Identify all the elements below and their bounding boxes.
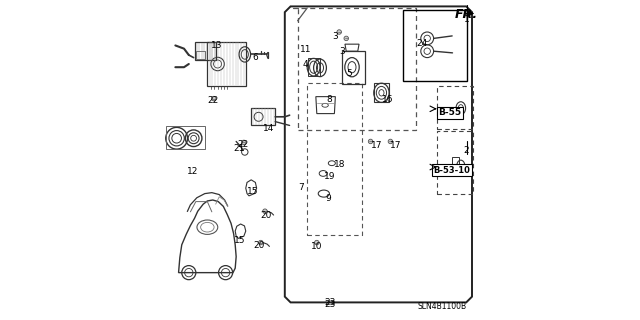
Text: 10: 10 — [311, 242, 323, 251]
Text: 12: 12 — [187, 167, 198, 176]
Bar — [437, 131, 473, 194]
Text: 11: 11 — [300, 45, 311, 54]
Text: 19: 19 — [324, 172, 335, 181]
Ellipse shape — [211, 96, 216, 101]
Ellipse shape — [344, 36, 349, 41]
Text: SLN4B1100B: SLN4B1100B — [417, 302, 466, 311]
Text: 13: 13 — [211, 41, 223, 50]
Polygon shape — [467, 10, 474, 17]
Text: 20: 20 — [260, 211, 271, 220]
Ellipse shape — [259, 240, 263, 245]
Ellipse shape — [388, 139, 393, 144]
Text: B-53-10: B-53-10 — [433, 166, 470, 175]
Text: FR.: FR. — [454, 8, 477, 21]
Text: 2: 2 — [464, 146, 469, 155]
Bar — [166, 126, 205, 149]
Text: B-55: B-55 — [438, 108, 461, 117]
Text: 5: 5 — [346, 69, 351, 78]
Text: 14: 14 — [263, 124, 275, 133]
Text: 16: 16 — [382, 95, 394, 104]
Text: 17: 17 — [390, 141, 402, 150]
Text: 17: 17 — [371, 141, 383, 150]
Text: 8: 8 — [327, 95, 332, 104]
Text: 4: 4 — [303, 60, 308, 68]
Text: 24: 24 — [417, 39, 428, 48]
Ellipse shape — [242, 140, 246, 145]
Text: 15: 15 — [247, 187, 259, 196]
Bar — [298, 8, 416, 130]
Text: 22: 22 — [207, 96, 218, 105]
Text: 3: 3 — [333, 32, 338, 41]
Ellipse shape — [368, 139, 372, 144]
Text: 23: 23 — [324, 300, 335, 308]
Text: 1: 1 — [464, 15, 469, 24]
Text: 18: 18 — [334, 160, 346, 169]
Text: 6: 6 — [253, 53, 258, 62]
Ellipse shape — [263, 209, 268, 213]
Text: 7: 7 — [298, 183, 303, 192]
Text: 23: 23 — [324, 298, 335, 307]
Text: 22: 22 — [237, 140, 248, 149]
Text: 21: 21 — [234, 144, 245, 153]
Bar — [403, 10, 467, 81]
Text: 9: 9 — [325, 194, 331, 203]
Ellipse shape — [314, 240, 319, 245]
Ellipse shape — [337, 30, 342, 34]
Bar — [307, 83, 362, 235]
Bar — [437, 86, 473, 129]
Text: 3: 3 — [339, 47, 344, 56]
Text: 20: 20 — [253, 241, 264, 250]
Text: 15: 15 — [234, 236, 245, 245]
